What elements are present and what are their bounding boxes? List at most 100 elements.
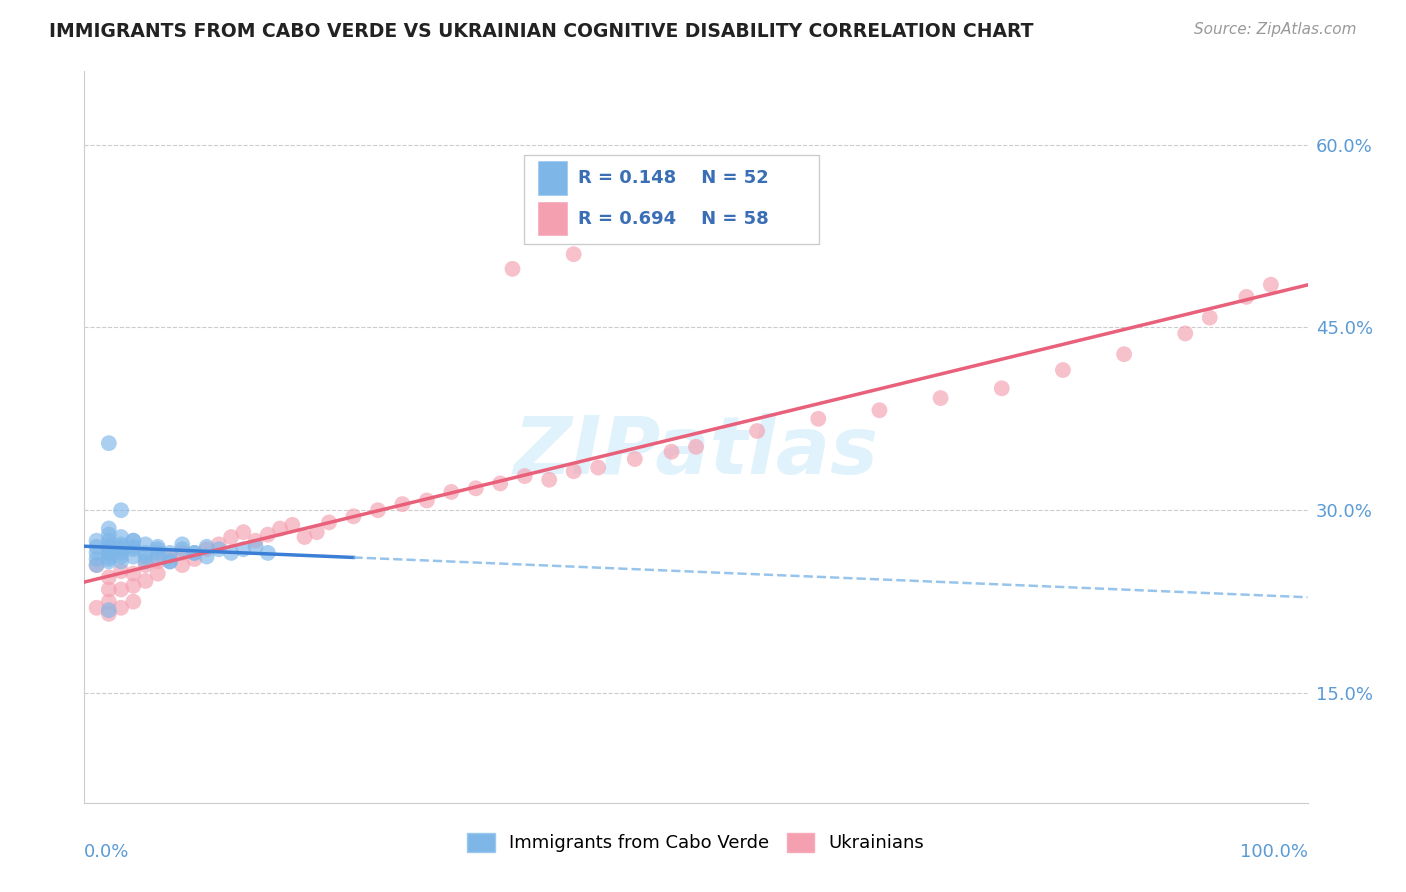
Point bbox=[110, 600, 132, 615]
Point bbox=[1174, 326, 1197, 341]
Point bbox=[807, 412, 830, 426]
Point bbox=[146, 542, 169, 557]
Point bbox=[97, 533, 120, 548]
Point bbox=[97, 542, 120, 557]
Point bbox=[110, 582, 132, 597]
Text: Source: ZipAtlas.com: Source: ZipAtlas.com bbox=[1194, 22, 1357, 37]
Point bbox=[86, 558, 108, 573]
Point bbox=[86, 540, 108, 554]
Point bbox=[135, 546, 157, 560]
Point bbox=[562, 247, 585, 261]
Text: 0.0%: 0.0% bbox=[84, 843, 129, 861]
Point bbox=[502, 261, 524, 276]
Point bbox=[1114, 347, 1136, 361]
Point bbox=[110, 540, 132, 554]
Point bbox=[1260, 277, 1282, 292]
Point bbox=[183, 546, 205, 560]
Point bbox=[86, 600, 108, 615]
Point bbox=[195, 549, 218, 564]
Point bbox=[86, 558, 108, 573]
Point bbox=[342, 509, 364, 524]
Text: R = 0.148    N = 52: R = 0.148 N = 52 bbox=[578, 169, 769, 187]
Point bbox=[513, 469, 536, 483]
Point bbox=[305, 525, 328, 540]
Point bbox=[232, 525, 254, 540]
Point bbox=[464, 481, 486, 495]
Point bbox=[135, 558, 157, 573]
Point bbox=[1198, 310, 1220, 325]
Point bbox=[416, 493, 439, 508]
Point bbox=[122, 549, 145, 564]
Point bbox=[135, 554, 157, 568]
Point bbox=[624, 452, 647, 467]
Point bbox=[159, 554, 181, 568]
Point bbox=[97, 552, 120, 566]
Point bbox=[269, 521, 291, 535]
Point bbox=[172, 558, 194, 573]
Point bbox=[97, 554, 120, 568]
Point bbox=[869, 403, 891, 417]
Point bbox=[97, 607, 120, 621]
Point bbox=[135, 574, 157, 588]
Point bbox=[97, 582, 120, 597]
Point bbox=[146, 566, 169, 581]
Point bbox=[183, 546, 205, 560]
Point bbox=[146, 540, 169, 554]
Point bbox=[97, 549, 120, 564]
Point bbox=[122, 579, 145, 593]
Point bbox=[110, 564, 132, 578]
Point bbox=[159, 549, 181, 564]
Point bbox=[86, 533, 108, 548]
Point bbox=[97, 537, 120, 551]
Point bbox=[685, 440, 707, 454]
Point bbox=[318, 516, 340, 530]
Point bbox=[245, 540, 267, 554]
Point bbox=[146, 549, 169, 564]
Point bbox=[97, 570, 120, 584]
Point bbox=[1236, 290, 1258, 304]
Point bbox=[562, 464, 585, 478]
Point bbox=[440, 485, 463, 500]
Point bbox=[159, 546, 181, 560]
Point bbox=[391, 497, 413, 511]
Point bbox=[219, 546, 242, 560]
Point bbox=[219, 530, 242, 544]
Point bbox=[146, 546, 169, 560]
Point bbox=[257, 527, 280, 541]
Point bbox=[122, 533, 145, 548]
Point bbox=[257, 546, 280, 560]
Point bbox=[232, 542, 254, 557]
Point bbox=[281, 517, 304, 532]
Point bbox=[97, 436, 120, 450]
Point bbox=[208, 542, 231, 557]
Point bbox=[122, 566, 145, 581]
Point bbox=[489, 476, 512, 491]
Point bbox=[122, 540, 145, 554]
Text: R = 0.694    N = 58: R = 0.694 N = 58 bbox=[578, 210, 769, 227]
Point bbox=[122, 533, 145, 548]
Text: 100.0%: 100.0% bbox=[1240, 843, 1308, 861]
Legend: Immigrants from Cabo Verde, Ukrainians: Immigrants from Cabo Verde, Ukrainians bbox=[460, 826, 932, 860]
Point bbox=[97, 594, 120, 608]
Point bbox=[538, 473, 561, 487]
Point bbox=[195, 542, 218, 557]
Point bbox=[661, 444, 683, 458]
Point bbox=[367, 503, 389, 517]
Point bbox=[97, 540, 120, 554]
Point bbox=[97, 603, 120, 617]
Point bbox=[97, 546, 120, 560]
Point bbox=[135, 537, 157, 551]
Point bbox=[146, 554, 169, 568]
Point bbox=[97, 527, 120, 541]
Point bbox=[1052, 363, 1074, 377]
Point bbox=[159, 554, 181, 568]
Point bbox=[172, 546, 194, 560]
Point bbox=[208, 537, 231, 551]
Point bbox=[172, 537, 194, 551]
Point bbox=[991, 381, 1014, 395]
Point bbox=[110, 546, 132, 560]
Point bbox=[294, 530, 316, 544]
Point bbox=[97, 521, 120, 535]
Point bbox=[110, 549, 132, 564]
Point bbox=[183, 552, 205, 566]
